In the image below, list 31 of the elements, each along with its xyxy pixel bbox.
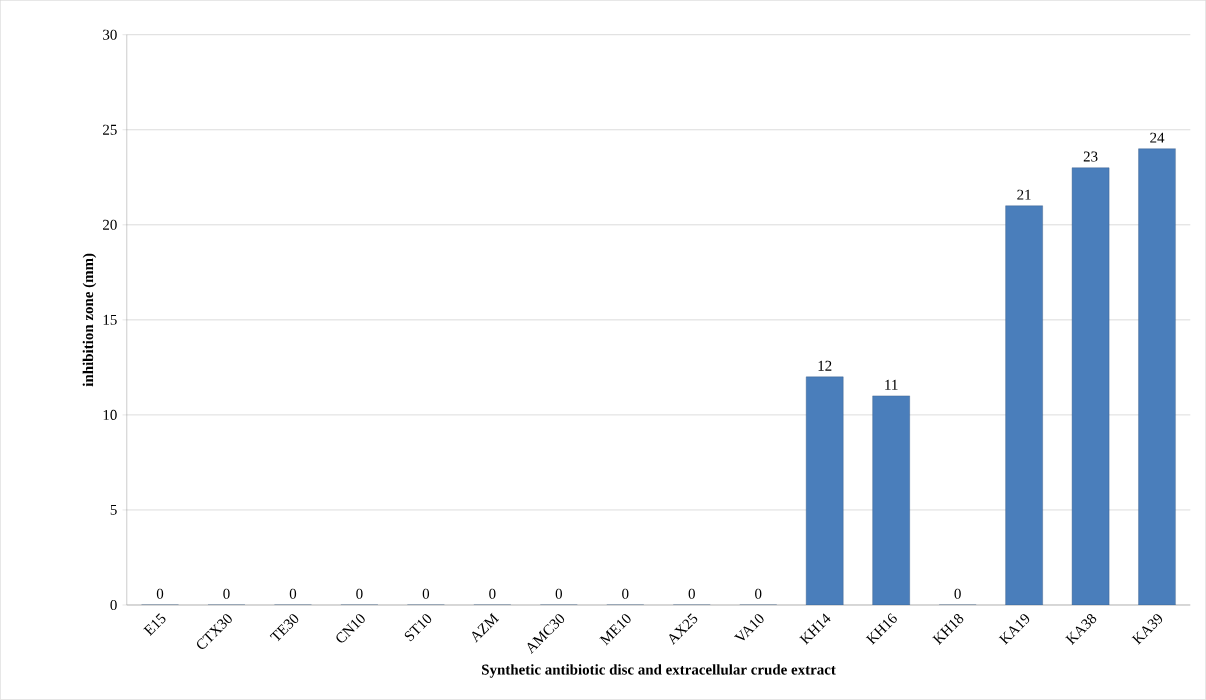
data-label: 0 xyxy=(356,588,363,599)
data-label: 0 xyxy=(489,588,496,599)
data-label: 24 xyxy=(1150,132,1165,143)
x-tick-label: E15 xyxy=(143,613,166,637)
data-label: 0 xyxy=(622,588,629,599)
y-tick-label: 5 xyxy=(110,505,117,516)
y-tick-label: 25 xyxy=(103,124,117,135)
data-label: 0 xyxy=(289,588,297,599)
y-tick-label: 30 xyxy=(103,29,117,40)
y-tick-label: 10 xyxy=(103,409,117,421)
bar xyxy=(872,395,910,606)
data-label: 11 xyxy=(885,379,898,390)
data-label: 0 xyxy=(422,588,430,599)
y-tick-label: 20 xyxy=(103,219,117,230)
data-label: 0 xyxy=(555,588,562,599)
data-label: 0 xyxy=(223,588,230,599)
y-axis-title: inhibition zone (mm) xyxy=(82,253,97,387)
y-tick-label: 0 xyxy=(110,600,117,611)
bar xyxy=(806,376,844,606)
data-label: 0 xyxy=(688,588,695,599)
data-label: 23 xyxy=(1083,151,1098,162)
data-label: 0 xyxy=(954,588,961,599)
x-axis-title: Synthetic antibiotic disc and extracellular crude extract xyxy=(482,664,836,678)
bar xyxy=(1138,148,1176,606)
bar xyxy=(1071,167,1110,606)
y-tick-label: 15 xyxy=(103,314,117,325)
data-label: 21 xyxy=(1017,189,1031,200)
data-label: 12 xyxy=(818,360,832,371)
bar xyxy=(1005,205,1043,606)
data-label: 0 xyxy=(156,588,164,599)
data-label: 0 xyxy=(755,588,762,599)
